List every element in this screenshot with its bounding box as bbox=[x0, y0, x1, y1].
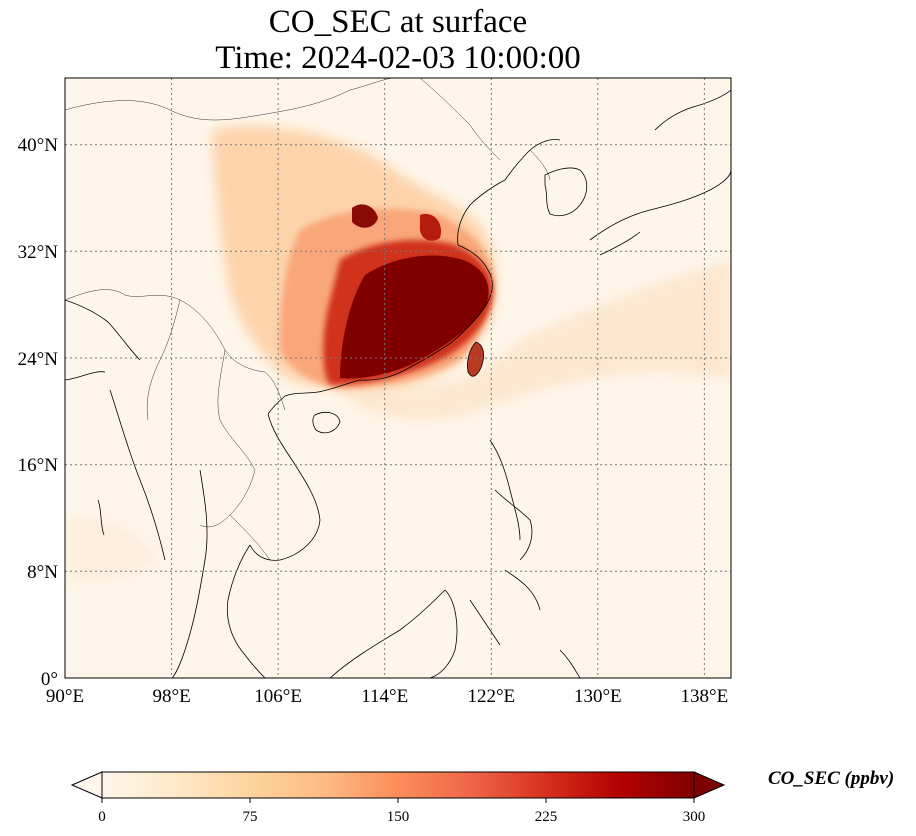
y-tick-label: 16°N bbox=[18, 455, 59, 476]
colorbar-label: CO_SEC (ppbv) bbox=[768, 768, 895, 789]
plume-north-east bbox=[419, 213, 442, 241]
ocean-plume-west bbox=[65, 517, 160, 582]
colorbar-tick-label: 75 bbox=[243, 809, 258, 825]
gridlines bbox=[65, 78, 731, 678]
x-tick-label: 98°E bbox=[152, 686, 190, 707]
y-axis: 0° 8°N 16°N 24°N 32°N 40°N bbox=[18, 135, 59, 690]
title-line-1: CO_SEC at surface bbox=[268, 4, 528, 40]
plume-max-north bbox=[352, 204, 378, 228]
x-tick-label: 130°E bbox=[574, 686, 622, 707]
plume-max bbox=[340, 255, 489, 379]
x-tick-label: 122°E bbox=[467, 686, 515, 707]
y-tick-label: 40°N bbox=[18, 135, 59, 156]
colorbar: 0 75 150 225 300 bbox=[70, 771, 726, 825]
colorbar-extend-min bbox=[70, 771, 103, 799]
x-tick-label: 90°E bbox=[46, 686, 84, 707]
colorbar-gradient bbox=[102, 772, 694, 798]
ocean-plume bbox=[330, 260, 731, 420]
concentration-field bbox=[65, 78, 731, 678]
colorbar-tick-label: 300 bbox=[683, 809, 706, 825]
colorbar-ticks: 0 75 150 225 300 bbox=[98, 798, 705, 825]
title-line-2: Time: 2024-02-03 10:00:00 bbox=[215, 40, 581, 76]
map-title: CO_SEC at surface Time: 2024-02-03 10:00… bbox=[65, 4, 731, 76]
colorbar-extend-max bbox=[693, 771, 726, 799]
x-axis: 90°E 98°E 106°E 114°E 122°E 130°E 138°E bbox=[46, 686, 728, 707]
x-tick-label: 106°E bbox=[254, 686, 302, 707]
coastlines bbox=[65, 89, 731, 678]
y-tick-label: 24°N bbox=[18, 349, 59, 370]
borders bbox=[65, 78, 551, 561]
colorbar-tick-label: 225 bbox=[535, 809, 558, 825]
x-tick-label: 138°E bbox=[681, 686, 729, 707]
colorbar-tick-label: 0 bbox=[98, 809, 106, 825]
taiwan-high bbox=[467, 342, 484, 377]
x-tick-label: 114°E bbox=[361, 686, 408, 707]
colorbar-tick-label: 150 bbox=[387, 809, 410, 825]
y-tick-label: 32°N bbox=[18, 242, 59, 263]
map-frame bbox=[64, 77, 732, 679]
y-tick-label: 0° bbox=[41, 669, 58, 690]
y-tick-label: 8°N bbox=[27, 562, 58, 583]
